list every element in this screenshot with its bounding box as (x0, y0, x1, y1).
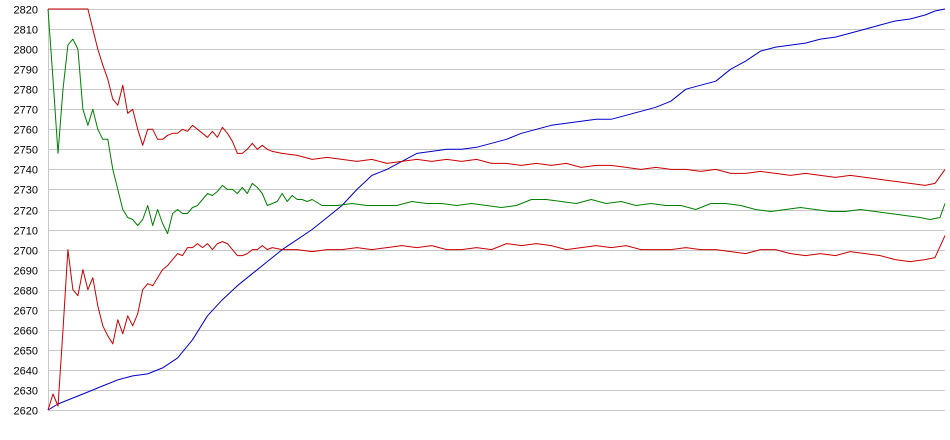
axis-layer (48, 9, 945, 411)
grid-layer (48, 9, 945, 411)
y-tick-label: 2770 (14, 105, 38, 117)
y-tick-label: 2710 (14, 226, 38, 238)
y-tick-label: 2690 (14, 266, 38, 278)
y-tick-label: 2790 (14, 65, 38, 77)
y-tick-label: 2740 (14, 165, 38, 177)
y-tick-label: 2820 (14, 5, 38, 17)
series-layer (47, 8, 946, 411)
y-tick-label: 2640 (14, 366, 38, 378)
series-line-3 (48, 8, 946, 186)
series-line-1 (47, 8, 946, 411)
y-tick-label: 2660 (14, 326, 38, 338)
y-tick-label: 2630 (14, 386, 38, 398)
y-tick-label: 2750 (14, 145, 38, 157)
y-tick-label: 2780 (14, 85, 38, 97)
y-tick-label: 2680 (14, 286, 38, 298)
y-tick-label: 2670 (14, 306, 38, 318)
y-tick-label: 2760 (14, 125, 38, 137)
y-tick-labels: 2620 2630 2640 2650 2660 2670 2680 2690 2700 2710… (14, 5, 38, 418)
y-tick-label: 2700 (14, 246, 38, 258)
y-tick-label: 2720 (14, 206, 38, 218)
y-tick-label: 2650 (14, 346, 38, 358)
y-tick-label: 2800 (14, 45, 38, 57)
y-tick-label: 2620 (14, 406, 38, 418)
series-line-2 (47, 8, 946, 235)
y-tick-label: 2810 (14, 25, 38, 37)
series-line-4 (47, 235, 946, 411)
y-tick-label: 2730 (14, 185, 38, 197)
